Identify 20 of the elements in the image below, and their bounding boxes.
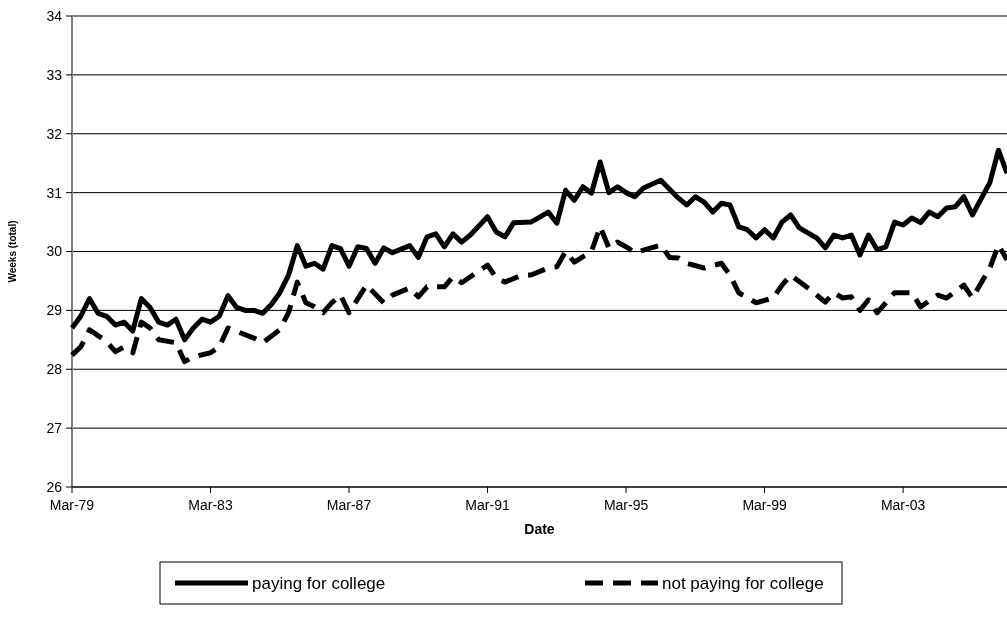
y-tick-label: 27	[46, 420, 63, 437]
legend-label: not paying for college	[662, 573, 824, 593]
x-axis-title: Date	[524, 521, 555, 537]
x-tick-label: Mar-99	[742, 497, 787, 513]
y-tick-label: 28	[46, 361, 63, 378]
y-tick-label: 30	[46, 243, 63, 260]
y-tick-label: 31	[46, 184, 63, 201]
x-tick-label: Mar-87	[326, 497, 372, 513]
y-tick-label: 32	[46, 125, 63, 142]
y-axis-title: Weeks (total)	[7, 220, 18, 283]
x-tick-label: Mar-91	[465, 497, 510, 513]
y-tick-label: 26	[46, 478, 63, 495]
x-tick-label: Mar-95	[603, 497, 649, 513]
x-tick-label: Mar-03	[880, 497, 926, 513]
legend-label: paying for college	[252, 573, 386, 593]
x-tick-label: Mar-83	[188, 497, 233, 513]
y-tick-label: 29	[46, 302, 63, 319]
x-tick-label: Mar-79	[49, 497, 95, 513]
y-tick-label: 34	[46, 7, 63, 24]
y-tick-label: 33	[46, 66, 63, 83]
